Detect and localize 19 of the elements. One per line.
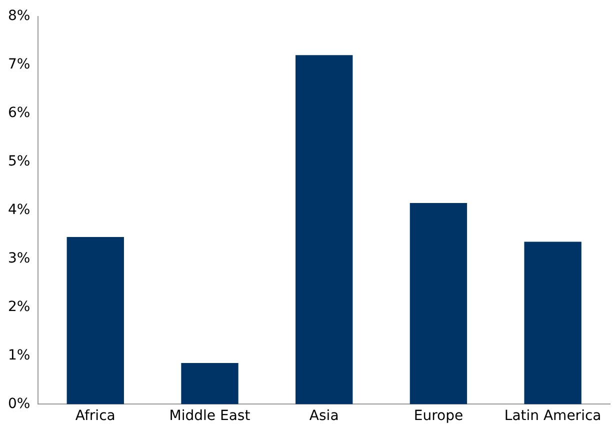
y-tick-label: 1% bbox=[8, 347, 30, 364]
bar bbox=[66, 236, 124, 404]
x-tick-label: Europe bbox=[414, 408, 464, 424]
bar bbox=[410, 203, 468, 404]
x-tick-label: Middle East bbox=[169, 408, 251, 424]
x-tick-label: Asia bbox=[309, 408, 339, 424]
bar bbox=[524, 242, 582, 404]
y-tick-label: 6% bbox=[8, 104, 30, 121]
y-tick-label: 2% bbox=[8, 298, 30, 315]
x-tick-label: Africa bbox=[75, 408, 116, 424]
x-tick-label: Latin America bbox=[504, 408, 602, 424]
y-tick-label: 0% bbox=[8, 396, 30, 412]
y-tick-label: 8% bbox=[8, 8, 30, 24]
y-tick-label: 7% bbox=[8, 56, 30, 73]
bar bbox=[181, 362, 238, 404]
y-tick-label: 3% bbox=[8, 250, 30, 266]
y-tick-label: 4% bbox=[8, 202, 30, 218]
y-tick-label: 5% bbox=[8, 153, 30, 170]
bar bbox=[296, 55, 353, 404]
